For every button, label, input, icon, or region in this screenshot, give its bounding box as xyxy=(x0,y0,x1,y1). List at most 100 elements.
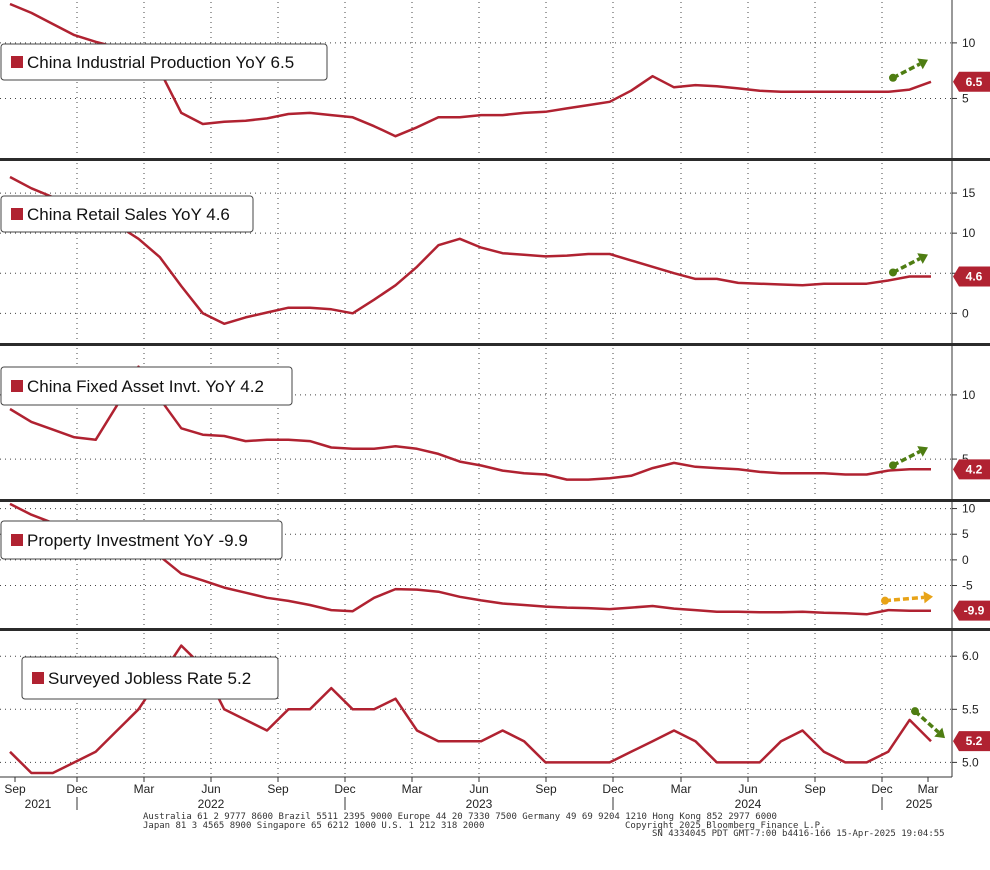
last-value-tag-bg xyxy=(953,71,990,92)
trend-arrow-head xyxy=(917,253,928,264)
panel-4: -5 0 5 10 -9.9 Property Investment YoY -9.9 xyxy=(0,502,990,628)
trend-arrow-head xyxy=(923,591,933,604)
x-tick-label: Dec xyxy=(334,782,355,796)
last-value-tag-bg xyxy=(953,266,990,287)
last-value-tag: 6.5 xyxy=(953,71,990,92)
footer-copyright: Copyright 2025 Bloomberg Finance L.P. xyxy=(625,821,825,831)
y-tick-label: 5 xyxy=(962,527,969,541)
x-tick-label: Sep xyxy=(804,782,826,796)
trend-arrow-shaft xyxy=(892,449,921,467)
panel-5: 5.0 5.5 6.0 5.2 Surveyed Jobless Rate 5.2 xyxy=(0,631,990,777)
last-value-tag-text: 6.5 xyxy=(966,75,983,89)
y-tick-label: 10 xyxy=(962,36,976,50)
y-tick-label: 5 xyxy=(962,91,969,105)
last-value-tag: -9.9 xyxy=(953,600,990,621)
y-tick-label: 10 xyxy=(962,226,976,240)
y-tick-label: 10 xyxy=(962,388,976,402)
trend-arrow-icon xyxy=(889,446,928,470)
y-tick-label: -5 xyxy=(962,579,973,593)
panel-separator xyxy=(0,499,990,502)
trend-arrow-icon xyxy=(889,58,928,82)
legend-swatch xyxy=(11,534,23,546)
trend-arrow-icon xyxy=(881,591,933,605)
legend-box xyxy=(0,366,293,406)
series-line xyxy=(9,175,931,326)
trend-arrow-icon xyxy=(911,707,945,739)
x-year-label: 2022 xyxy=(198,797,225,811)
legend-swatch xyxy=(11,380,23,392)
panel-separator xyxy=(0,628,990,631)
y-tick-label: 5.0 xyxy=(962,755,979,769)
trend-arrow-shaft xyxy=(892,257,921,275)
x-tick-label: Dec xyxy=(602,782,623,796)
x-tick-label: Jun xyxy=(201,782,220,796)
panel-1: 5 10 6.5 China Industrial Production YoY 6.… xyxy=(0,0,990,158)
y-tick-label: 5.5 xyxy=(962,702,979,716)
legend: China Fixed Asset Invt. YoY 4.2 xyxy=(0,366,293,406)
y-tick-label: 5 xyxy=(962,452,969,466)
x-tick-label: Dec xyxy=(66,782,87,796)
legend: China Retail Sales YoY 4.6 xyxy=(0,195,254,233)
x-tick-label: Mar xyxy=(918,782,939,796)
trend-arrow-shaft xyxy=(884,595,925,603)
y-tick-label: 10 xyxy=(962,502,976,516)
footer-timestamp: SN 4334045 PDT GMT-7:00 b4416-166 15-Apr… xyxy=(652,829,945,839)
x-tick-label: Jun xyxy=(469,782,488,796)
panel-separator xyxy=(0,158,990,161)
x-year-label: 2021 xyxy=(25,797,52,811)
legend-label: Surveyed Jobless Rate 5.2 xyxy=(48,669,251,688)
x-year-label: 2024 xyxy=(735,797,762,811)
legend-box xyxy=(0,195,254,233)
legend-label: China Retail Sales YoY 4.6 xyxy=(27,205,230,224)
legend-swatch xyxy=(11,208,23,220)
legend-label: China Fixed Asset Invt. YoY 4.2 xyxy=(27,377,264,396)
footer: Australia 61 2 9777 8600 Brazil 5511 239… xyxy=(143,812,945,839)
x-tick-label: Sep xyxy=(267,782,289,796)
y-tick-label: 0 xyxy=(962,553,969,567)
y-tick-label: 6.0 xyxy=(962,649,979,663)
legend-box xyxy=(0,520,283,560)
legend: China Industrial Production YoY 6.5 xyxy=(0,43,328,81)
y-tick-label: 0 xyxy=(962,306,969,320)
legend: Property Investment YoY -9.9 xyxy=(0,520,283,560)
x-tick-label: Dec xyxy=(871,782,892,796)
last-value-tag-bg xyxy=(953,600,990,621)
last-value-tag-bg xyxy=(953,459,990,480)
y-tick-label: 15 xyxy=(962,186,976,200)
x-tick-label: Sep xyxy=(535,782,557,796)
legend-swatch xyxy=(32,672,44,684)
x-tick-label: Mar xyxy=(134,782,155,796)
panel-3: 5 10 4.2 China Fixed Asset Invt. YoY 4.2 xyxy=(0,346,990,499)
last-value-tag-text: 4.6 xyxy=(966,269,983,283)
last-value-tag-bg xyxy=(953,731,990,752)
legend-box xyxy=(0,43,328,81)
trend-arrow-shaft xyxy=(913,709,940,734)
trend-arrow-icon xyxy=(889,253,928,277)
last-value-tag-text: 4.2 xyxy=(966,462,983,476)
legend-box xyxy=(21,656,279,700)
legend-label: Property Investment YoY -9.9 xyxy=(27,531,248,550)
last-value-tag-text: -9.9 xyxy=(964,604,985,618)
legend-swatch xyxy=(11,56,23,68)
chart-panels: 5 10 6.5 China Industrial Production YoY 6.… xyxy=(0,0,990,777)
x-year-label: 2023 xyxy=(466,797,493,811)
last-value-tag: 4.2 xyxy=(953,459,990,480)
trend-arrow-head xyxy=(917,58,928,70)
x-tick-label: Mar xyxy=(671,782,692,796)
x-tick-label: Jun xyxy=(738,782,757,796)
last-value-tag: 4.6 xyxy=(953,266,990,287)
footer-line-contacts-2: Japan 81 3 4565 8900 Singapore 65 6212 1… xyxy=(143,821,484,831)
footer-line-contacts: Australia 61 2 9777 8600 Brazil 5511 239… xyxy=(143,812,777,822)
trend-arrow-shaft xyxy=(892,62,921,80)
x-axis: Sep Dec Mar Jun Sep Dec Mar Jun Sep Dec Mar Jun Sep D… xyxy=(0,776,952,811)
legend-label: China Industrial Production YoY 6.5 xyxy=(27,53,294,72)
trend-arrow-head xyxy=(917,446,928,457)
trend-arrow-head xyxy=(934,727,945,739)
last-value-tag-text: 5.2 xyxy=(966,734,983,748)
x-year-label: 2025 xyxy=(906,797,933,811)
x-tick-label: Mar xyxy=(402,782,423,796)
last-value-tag: 5.2 xyxy=(953,731,990,752)
panel-separator xyxy=(0,343,990,346)
